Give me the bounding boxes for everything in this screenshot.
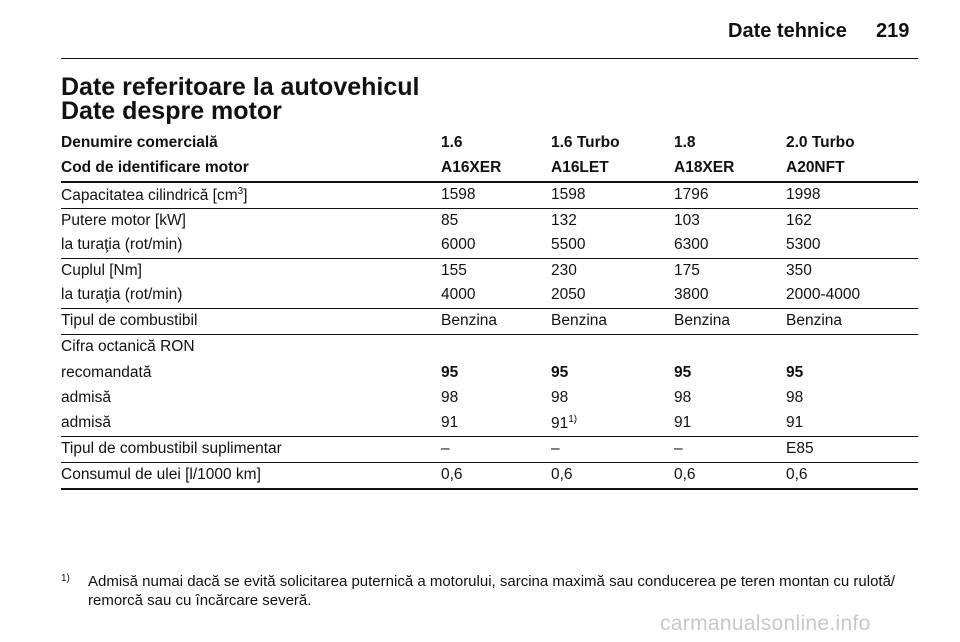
table-row-power-rpm: la turaţia (rot/min) 6000 5500 6300 5300 (61, 233, 918, 258)
table-cell: 155 (441, 262, 467, 279)
table-cell: 103 (674, 212, 700, 229)
table-cell: 1796 (674, 186, 709, 203)
table-row-oil: Consumul de ulei [l/1000 km] 0,6 0,6 0,6… (61, 463, 918, 488)
table-head-cell: A16XER (441, 159, 502, 176)
table-cell-label: Tipul de combustibil suplimentar (61, 440, 282, 457)
table-row-octane-allowed: admisă 98 98 98 98 (61, 386, 918, 411)
footnote-ref: 1) (568, 414, 578, 425)
table-cell: 95 (786, 364, 804, 381)
table-cell: – (674, 440, 683, 457)
table-cell: 85 (441, 212, 459, 229)
table-cell: 911) (551, 414, 578, 433)
table-head-cell: 2.0 Turbo (786, 134, 855, 151)
table-cell-label: la turaţia (rot/min) (61, 236, 183, 253)
table-cell-label: Cifra octanică RON (61, 338, 195, 355)
table-cell: 0,6 (786, 466, 808, 483)
table-head-row: Cod de identificare motor A16XER A16LET … (61, 156, 918, 181)
table-divider (61, 258, 918, 259)
subsection-title: Date despre motor (61, 97, 282, 125)
table-cell: 98 (441, 389, 459, 406)
table-row-torque-rpm: la turaţia (rot/min) 4000 2050 3800 2000… (61, 283, 918, 308)
table-cell: Benzina (551, 312, 608, 329)
table-bottom-rule (61, 488, 918, 490)
table-cell: 98 (786, 389, 804, 406)
table-cell: Benzina (674, 312, 731, 329)
table-row-alt-fuel: Tipul de combustibil suplimentar – – – E… (61, 437, 918, 462)
table-cell: 0,6 (441, 466, 463, 483)
table-row-octane-allowed: admisă 91 911) 91 91 (61, 411, 918, 436)
table-cell: 95 (551, 364, 569, 381)
table-cell: Benzina (441, 312, 498, 329)
table-cell: 0,6 (551, 466, 573, 483)
table-head-cell: A18XER (674, 159, 735, 176)
table-cell: 132 (551, 212, 577, 229)
table-cell: 98 (551, 389, 569, 406)
table-cell: 98 (674, 389, 692, 406)
table-cell: Benzina (786, 312, 843, 329)
table-head-cell: 1.6 Turbo (551, 134, 620, 151)
table-row-octane-label: Cifra octanică RON (61, 335, 918, 361)
table-cell: 95 (674, 364, 692, 381)
table-cell: 6300 (674, 236, 709, 253)
table-cell-label: Tipul de combustibil (61, 312, 198, 329)
table-divider (61, 462, 918, 463)
table-cell-label: Consumul de ulei [l/1000 km] (61, 466, 261, 483)
table-divider (61, 334, 918, 335)
table-cell: 5300 (786, 236, 821, 253)
table-head-cell: 1.6 (441, 134, 463, 151)
table-row-octane-recommended: recomandată 95 95 95 95 (61, 361, 918, 386)
table-cell: 1598 (551, 186, 586, 203)
table-head-cell: A16LET (551, 159, 609, 176)
table-head-cell: A20NFT (786, 159, 845, 176)
page-header-title: Date tehnice (728, 20, 847, 42)
table-cell-label: admisă (61, 414, 111, 431)
table-divider (61, 436, 918, 437)
table-cell: 95 (441, 364, 459, 381)
table-cell: – (551, 440, 560, 457)
table-cell: 0,6 (674, 466, 696, 483)
table-cell: 4000 (441, 286, 476, 303)
table-row-displacement: Capacitatea cilindrică [cm3] 1598 1598 1… (61, 183, 918, 208)
table-cell: 175 (674, 262, 700, 279)
table-cell-label: Putere motor [kW] (61, 212, 186, 229)
table-cell: 1598 (441, 186, 476, 203)
table-head-cell: 1.8 (674, 134, 696, 151)
page-number: 219 (876, 20, 910, 42)
table-cell: 2050 (551, 286, 586, 303)
table-cell-label: recomandată (61, 364, 152, 381)
footnote-text: Admisă numai dacă se evită solicitarea p… (88, 573, 896, 609)
table-cell: 350 (786, 262, 812, 279)
table-cell-label: la turaţia (rot/min) (61, 286, 183, 303)
table-row-torque: Cuplul [Nm] 155 230 175 350 (61, 259, 918, 283)
table-cell: 1998 (786, 186, 821, 203)
table-cell: 91 (441, 414, 459, 431)
table-cell: 91 (674, 414, 692, 431)
table-cell: 91 (786, 414, 804, 431)
table-cell: 6000 (441, 236, 476, 253)
table-cell: E85 (786, 440, 814, 457)
table-divider (61, 208, 918, 209)
table-head-cell: Denumire comercială (61, 134, 218, 151)
watermark: carmanualsonline.info (660, 612, 871, 635)
table-divider (61, 308, 918, 309)
engine-spec-table: Denumire comercială 1.6 1.6 Turbo 1.8 2.… (61, 131, 918, 490)
table-cell-label: admisă (61, 389, 111, 406)
table-row-fuel: Tipul de combustibil Benzina Benzina Ben… (61, 309, 918, 334)
header-rule (61, 58, 918, 59)
table-head-cell: Cod de identificare motor (61, 159, 249, 176)
table-cell: 230 (551, 262, 577, 279)
table-cell: 2000-4000 (786, 286, 861, 303)
table-cell: 3800 (674, 286, 709, 303)
table-cell-label: Capacitatea cilindrică [cm3] (61, 186, 248, 205)
table-cell-label: Cuplul [Nm] (61, 262, 142, 279)
table-head-row: Denumire comercială 1.6 1.6 Turbo 1.8 2.… (61, 131, 918, 156)
footnote-mark: 1) (61, 573, 70, 584)
table-row-power: Putere motor [kW] 85 132 103 162 (61, 209, 918, 233)
table-cell: 5500 (551, 236, 586, 253)
table-cell: – (441, 440, 450, 457)
table-cell: 162 (786, 212, 812, 229)
table-divider (61, 181, 918, 183)
section-title: Date referitoare la autovehicul (61, 73, 420, 101)
